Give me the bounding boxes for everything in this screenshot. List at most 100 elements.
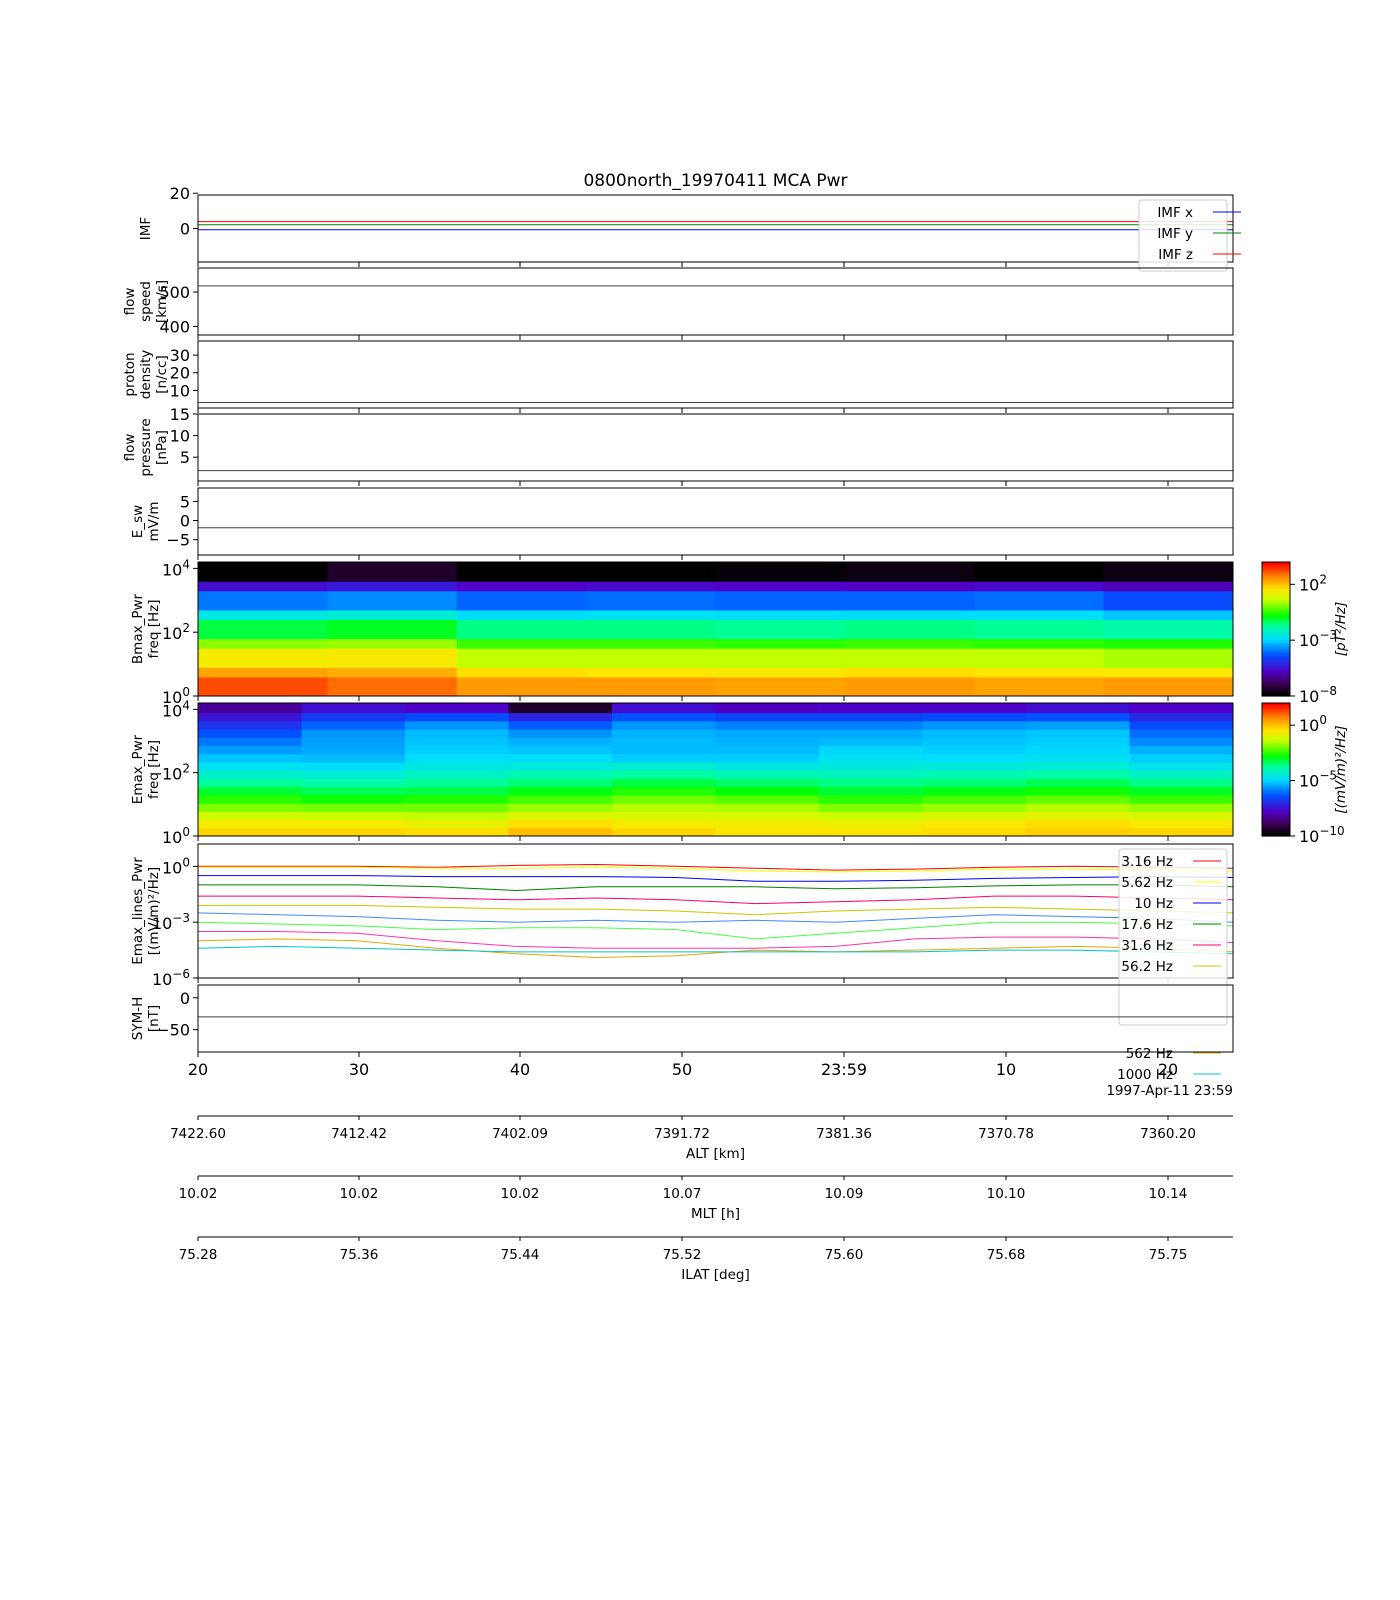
heatmap-cell (715, 590, 846, 611)
heatmap-cell (819, 811, 924, 821)
colorbar-segment (1262, 691, 1290, 695)
colorbar-segment (1262, 747, 1290, 751)
colorbar-segment (1262, 568, 1290, 572)
secondary-tick-label: 7370.78 (978, 1126, 1034, 1142)
heatmap-cell (974, 581, 1105, 592)
colorbar-segment (1262, 727, 1290, 731)
heatmap-cell (508, 737, 613, 747)
heatmap-cell (456, 619, 587, 640)
legend-label: IMF z (1158, 247, 1193, 263)
colorbar-segment (1262, 760, 1290, 764)
secondary-axis-name: ILAT [deg] (681, 1267, 750, 1283)
heatmap-cell (586, 648, 717, 668)
heatmap-cell (715, 794, 820, 804)
colorbar-segment (1262, 751, 1290, 755)
colorbar-segment (1262, 709, 1290, 713)
colorbar-tick-label: 10−8 (1299, 684, 1337, 706)
heatmap-cell (301, 720, 406, 730)
heatmap-cell (405, 737, 510, 747)
heatmap-cell (715, 712, 820, 722)
panel-frame (197, 561, 1234, 697)
heatmap-cell (508, 778, 613, 788)
heatmap-cell (844, 581, 975, 592)
heatmap-cell (198, 778, 303, 788)
legend-imf: IMF x IMF y IMF z (1138, 199, 1241, 272)
y-tick-label: 0 (180, 220, 190, 239)
heatmap-cell (1129, 770, 1233, 779)
heatmap-cell (715, 737, 820, 747)
colorbar-segment (1262, 722, 1290, 726)
series-line (198, 921, 1233, 940)
y-axis-label: proton (122, 352, 138, 396)
x-tick-label: 20 (188, 1060, 208, 1079)
heatmap-cell (612, 761, 717, 771)
heatmap-cell (1103, 581, 1233, 592)
colorbar-frame (1261, 702, 1291, 837)
heatmap-cell (456, 638, 587, 649)
y-tick-label: 500 (159, 283, 190, 302)
colorbar-segment (1262, 762, 1290, 766)
heatmap-cell (922, 803, 1027, 812)
heatmap-cell (198, 648, 328, 668)
y-tick-label: 400 (159, 317, 190, 336)
heatmap-cell (301, 761, 406, 771)
heatmap-cell (1129, 811, 1233, 821)
colorbar-segment (1262, 673, 1290, 677)
heatmap-cell (1103, 638, 1233, 649)
colorbar-segment (1262, 818, 1290, 822)
heatmap-cell (974, 619, 1105, 640)
heatmap-cell (198, 786, 303, 796)
colorbar-segment (1262, 662, 1290, 666)
heatmap-cell (844, 590, 975, 611)
heatmap-cell (612, 819, 717, 829)
colorbar-segment (1262, 682, 1290, 686)
heatmap-cell (456, 590, 587, 611)
heatmap-cell (974, 590, 1105, 611)
heatmap-cell (405, 745, 510, 755)
legend-label: 10 Hz (1134, 896, 1173, 912)
panel-frame (197, 843, 1234, 979)
series-line (198, 912, 1233, 923)
heatmap-cell (198, 761, 303, 771)
heatmap-cell (198, 737, 303, 747)
heatmap-cell (198, 728, 303, 738)
secondary-tick-label: 10.10 (987, 1186, 1026, 1202)
colorbar-segment (1262, 833, 1290, 837)
heatmap-cell (1026, 720, 1131, 730)
colorbar-segment (1262, 660, 1290, 664)
heatmap-cell (819, 827, 924, 836)
heatmap-cell (1026, 778, 1131, 788)
bottom-axes: 20 30 40 50 23:59 10 20 7422.60 7412.42 7402.09 73… (170, 1060, 1233, 1283)
heatmap-cell (715, 753, 820, 763)
colorbar-segment (1262, 758, 1290, 762)
heatmap-cell (301, 745, 406, 755)
legend-label: 56.2 Hz (1121, 959, 1173, 975)
colorbar-segment (1262, 822, 1290, 826)
heatmap-cell (922, 720, 1027, 730)
heatmap-cell (198, 676, 328, 696)
colorbar-segment (1262, 767, 1290, 771)
heatmap-cell (301, 786, 406, 796)
heatmap-cell (456, 562, 587, 582)
heatmap-cell (974, 562, 1105, 582)
colorbar-frame (1261, 561, 1291, 697)
heatmap-cell (1129, 819, 1233, 829)
heatmap-cell (508, 720, 613, 730)
colorbar-segment (1262, 615, 1290, 619)
heatmap-cell (1026, 770, 1131, 779)
y-tick-label: 0 (180, 512, 190, 531)
colorbar-segment (1262, 771, 1290, 775)
x-tick-label: 23:59 (821, 1060, 867, 1079)
colorbar-segment (1262, 577, 1290, 581)
heatmap-cell (922, 737, 1027, 747)
colorbar-segment (1262, 720, 1290, 724)
heatmap-cell (301, 703, 406, 714)
heatmap-cell (1103, 676, 1233, 696)
y-tick-label: 104 (162, 557, 190, 579)
colorbar-segment (1262, 597, 1290, 601)
heatmap-cell (844, 562, 975, 582)
heatmap-cell (508, 703, 613, 714)
heatmap-cell (1103, 562, 1233, 582)
colorbar-segment (1262, 608, 1290, 612)
